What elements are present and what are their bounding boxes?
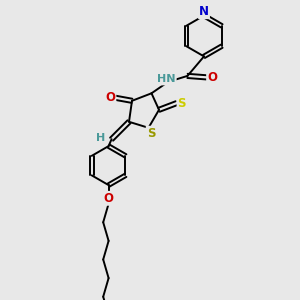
Text: N: N: [199, 5, 209, 18]
Text: O: O: [105, 91, 116, 104]
Text: H: H: [96, 133, 106, 143]
Text: HN: HN: [157, 74, 176, 85]
Text: S: S: [147, 127, 155, 140]
Text: S: S: [178, 97, 186, 110]
Text: O: O: [207, 71, 217, 84]
Text: O: O: [103, 192, 114, 205]
